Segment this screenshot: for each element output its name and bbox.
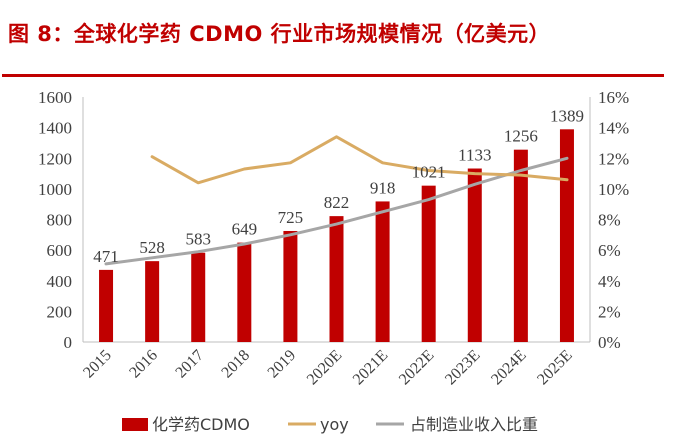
y-right-tick-label: 6% xyxy=(598,241,621,260)
line-series xyxy=(104,135,569,266)
x-tick-label: 2015 xyxy=(80,347,115,382)
chart-legend: 化学药CDMO yoy 占制造业收入比重 xyxy=(122,415,538,434)
y-right-tick-label: 12% xyxy=(598,149,629,168)
bar-2023E xyxy=(467,168,482,342)
bar-2021E xyxy=(375,201,390,342)
y-left-tick-label: 1000 xyxy=(38,180,72,199)
y-left-tick-label: 0 xyxy=(64,333,73,352)
figure-title: 图 8：全球化学药 CDMO 行业市场规模情况（亿美元） xyxy=(8,22,551,46)
y-right-tick-label: 14% xyxy=(598,119,629,138)
bar-2024E xyxy=(513,149,528,342)
bar-value-label: 1021 xyxy=(412,163,446,182)
x-tick-label: 2017 xyxy=(172,347,207,382)
bar-value-label: 1133 xyxy=(458,146,491,165)
data-labels: 471 528 583 649 725 822 918 1021 1133 1256 1389 xyxy=(93,106,584,266)
y-right-tick-label: 0% xyxy=(598,333,621,352)
x-tick-label: 2021E xyxy=(350,347,392,389)
legend-label-share: 占制造业收入比重 xyxy=(410,415,538,434)
x-tick-label: 2020E xyxy=(304,347,346,389)
bar-value-label: 1256 xyxy=(504,127,538,146)
x-tick-label: 2018 xyxy=(218,347,253,382)
y-right-tick-label: 4% xyxy=(598,272,621,291)
bar-2018 xyxy=(237,242,252,342)
x-tick-label: 2024E xyxy=(488,347,530,389)
legend-label-cdmo: 化学药CDMO xyxy=(152,415,250,434)
y-right-tick-label: 16% xyxy=(598,88,629,107)
y-left-tick-label: 800 xyxy=(47,211,73,230)
y-left-tick-label: 400 xyxy=(47,272,73,291)
x-tick-label: 2022E xyxy=(396,347,438,389)
bar-value-label: 725 xyxy=(278,208,304,227)
bar-2017 xyxy=(191,252,206,342)
share-line xyxy=(104,156,569,266)
y-right-tick-label: 2% xyxy=(598,302,621,321)
bar-2015 xyxy=(99,269,114,342)
y-right-tick-label: 8% xyxy=(598,211,621,230)
bar-value-label: 471 xyxy=(93,247,119,266)
y-left-tick-label: 1400 xyxy=(38,119,72,138)
y-left-tick-label: 1600 xyxy=(38,88,72,107)
yoy-line xyxy=(150,135,569,185)
legend-label-yoy: yoy xyxy=(320,415,349,434)
bar-value-label: 1389 xyxy=(550,106,584,125)
bar-2025E xyxy=(559,129,574,342)
bar-value-label: 918 xyxy=(370,178,396,197)
title-divider xyxy=(2,74,664,77)
bar-value-label: 822 xyxy=(324,193,350,212)
bar-value-label: 649 xyxy=(232,220,258,239)
y-left-tick-label: 200 xyxy=(47,302,73,321)
y-left-tick-label: 600 xyxy=(47,241,73,260)
bar-series xyxy=(99,129,574,342)
x-tick-label: 2016 xyxy=(126,347,161,382)
y-right-tick-label: 10% xyxy=(598,180,629,199)
bar-value-label: 528 xyxy=(139,238,165,257)
x-tick-label: 2019 xyxy=(265,347,300,382)
bar-value-label: 583 xyxy=(185,230,211,249)
x-tick-label: 2023E xyxy=(442,347,484,389)
bar-2022E xyxy=(421,185,436,342)
x-tick-label: 2025E xyxy=(534,347,576,389)
bar-2019 xyxy=(283,230,298,342)
legend-swatch-cdmo xyxy=(122,418,148,431)
bar-2020E xyxy=(329,216,344,342)
bar-2016 xyxy=(145,261,160,342)
y-left-tick-label: 1200 xyxy=(38,149,72,168)
